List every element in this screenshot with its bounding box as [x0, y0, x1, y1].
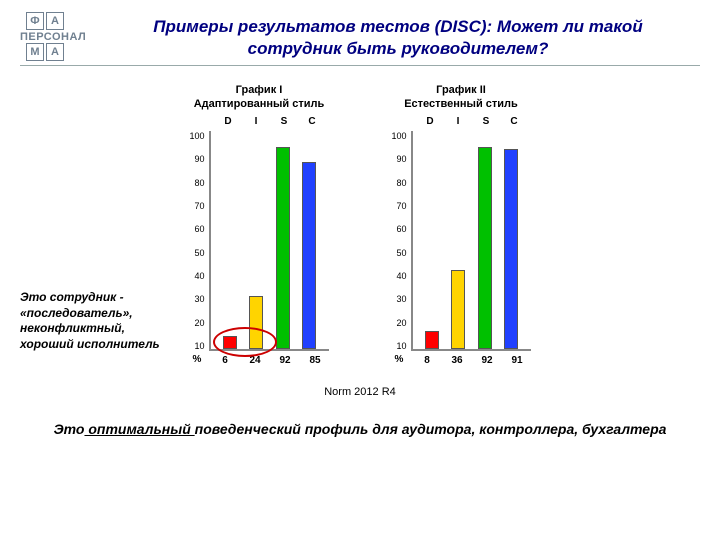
chart-label: График I: [236, 84, 283, 96]
bottom-annotation: Это оптимальный поведенческий профиль дл…: [0, 420, 720, 438]
y-tick: 20: [195, 318, 205, 328]
x-values-row: 6249285: [210, 355, 330, 366]
chart-1: График I Адаптированный стиль D I S C 100 90 80 7…: [188, 84, 330, 366]
y-tick: 40: [195, 271, 205, 281]
x-value: 6: [218, 355, 232, 366]
chart-body: 100 90 80 70 60 50 40 30 20 10%: [189, 131, 328, 351]
bar-i: [451, 270, 465, 349]
disc-header: C: [508, 116, 520, 127]
bar-s: [276, 147, 290, 349]
logo-letter: М: [26, 43, 44, 61]
chart-label: График II: [436, 84, 486, 96]
logo-grid: Ф А: [26, 12, 106, 30]
side-annotation: Это сотрудник - «последователь», неконфл…: [20, 290, 160, 352]
bar-c: [504, 149, 518, 349]
disc-header: D: [222, 116, 234, 127]
y-axis: 100 90 80 70 60 50 40 30 20 10: [391, 131, 410, 351]
chart-subtitle: Естественный стиль: [404, 98, 518, 110]
disc-header-row: DISC: [424, 116, 520, 127]
bottom-post: поведенческий профиль для аудитора, конт…: [195, 421, 667, 437]
y-tick: 10: [195, 341, 205, 351]
y-tick: 90: [195, 154, 205, 164]
x-value: 92: [278, 355, 292, 366]
disc-header: I: [250, 116, 262, 127]
disc-header-row: DISC: [222, 116, 318, 127]
divider: [20, 65, 700, 66]
y-axis: 100 90 80 70 60 50 40 30 20 10: [189, 131, 208, 351]
logo-letter: Ф: [26, 12, 44, 30]
y-tick: 60: [397, 224, 407, 234]
y-tick: 30: [397, 294, 407, 304]
percent-label: %: [395, 354, 404, 365]
bottom-highlight: оптимальный: [84, 421, 194, 437]
bar-s: [478, 147, 492, 349]
disc-header: I: [452, 116, 464, 127]
bar-d: [425, 331, 439, 349]
x-value: 8: [420, 355, 434, 366]
y-tick: 30: [195, 294, 205, 304]
plot-area: %: [209, 131, 329, 351]
disc-header: S: [480, 116, 492, 127]
disc-header: C: [306, 116, 318, 127]
page-title: Примеры результатов тестов (DISC): Может…: [106, 12, 700, 60]
chart-body: 100 90 80 70 60 50 40 30 20 10%: [391, 131, 530, 351]
bottom-pre: Это: [54, 421, 85, 437]
y-tick: 90: [397, 154, 407, 164]
header: Ф А ПЕРСОНАЛ М А Примеры результатов тес…: [0, 0, 720, 65]
logo: Ф А ПЕРСОНАЛ М А: [20, 12, 106, 61]
percent-label: %: [193, 354, 202, 365]
y-tick: 60: [195, 224, 205, 234]
plot-area: %: [411, 131, 531, 351]
chart-subtitle: Адаптированный стиль: [194, 98, 325, 110]
y-tick: 20: [397, 318, 407, 328]
y-tick: 80: [397, 178, 407, 188]
y-tick: 70: [397, 201, 407, 211]
x-values-row: 8 36 92 91: [412, 355, 532, 366]
chart-2: График II Естественный стиль D I S C 100 90 80 70…: [390, 84, 532, 366]
y-tick: 80: [195, 178, 205, 188]
y-tick: 50: [397, 248, 407, 258]
disc-header: S: [278, 116, 290, 127]
y-tick: 40: [397, 271, 407, 281]
logo-grid: М А: [26, 43, 106, 61]
y-tick: 50: [195, 248, 205, 258]
x-value: 36: [450, 355, 464, 366]
disc-header: D: [424, 116, 436, 127]
x-value: 91: [510, 355, 524, 366]
y-tick: 70: [195, 201, 205, 211]
norm-label: Norm 2012 R4: [0, 386, 720, 398]
logo-letter: А: [46, 12, 64, 30]
y-tick: 100: [391, 131, 406, 141]
y-tick: 100: [189, 131, 204, 141]
x-value: 92: [480, 355, 494, 366]
highlight-circle-icon: [213, 327, 277, 357]
logo-word: ПЕРСОНАЛ: [20, 31, 106, 43]
bar-c: [302, 162, 316, 349]
x-value: 85: [308, 355, 322, 366]
y-tick: 10: [397, 341, 407, 351]
logo-letter: А: [46, 43, 64, 61]
